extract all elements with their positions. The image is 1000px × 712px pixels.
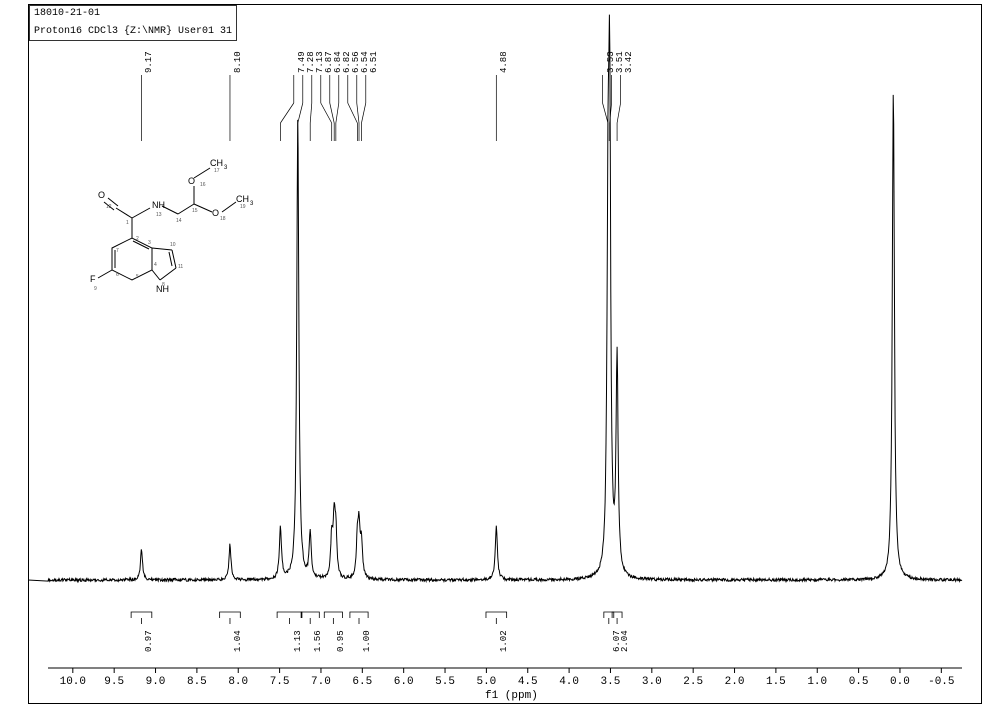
x-tick-label: 1.5 xyxy=(766,676,786,688)
x-tick-label: 7.5 xyxy=(270,676,290,688)
peak-ppm-label: 4.88 xyxy=(499,51,509,73)
peak-ppm-label: 6.51 xyxy=(369,51,379,73)
x-tick-label: 1.0 xyxy=(807,676,827,688)
peak-ppm-label: 9.17 xyxy=(144,51,154,73)
peak-ppm-label: 8.10 xyxy=(233,51,243,73)
x-tick-label: 4.0 xyxy=(559,676,579,688)
x-tick-label: 6.5 xyxy=(352,676,372,688)
integral-value: 1.04 xyxy=(233,630,243,652)
x-tick-label: -0.5 xyxy=(928,676,954,688)
x-tick-label: 2.0 xyxy=(725,676,745,688)
x-tick-label: 0.0 xyxy=(890,676,910,688)
x-tick-label: 10.0 xyxy=(60,676,86,688)
x-tick-label: 6.0 xyxy=(394,676,414,688)
nmr-spectrum xyxy=(28,0,982,712)
x-tick-label: 7.0 xyxy=(311,676,331,688)
integral-value: 1.00 xyxy=(362,630,372,652)
integral-value: 1.02 xyxy=(499,630,509,652)
integral-value: 1.56 xyxy=(313,630,323,652)
x-axis-title: f1 (ppm) xyxy=(485,690,538,702)
x-tick-label: 8.0 xyxy=(228,676,248,688)
integral-value: 2.04 xyxy=(620,630,630,652)
x-tick-label: 8.5 xyxy=(187,676,207,688)
integral-value: 1.13 xyxy=(293,630,303,652)
x-tick-label: 2.5 xyxy=(683,676,703,688)
peak-ppm-label: 3.42 xyxy=(624,51,634,73)
x-tick-label: 0.5 xyxy=(849,676,869,688)
x-tick-label: 3.0 xyxy=(642,676,662,688)
x-tick-label: 4.5 xyxy=(518,676,538,688)
x-tick-label: 5.5 xyxy=(435,676,455,688)
x-tick-label: 5.0 xyxy=(476,676,496,688)
integral-value: 0.97 xyxy=(144,630,154,652)
x-tick-label: 3.5 xyxy=(601,676,621,688)
x-tick-label: 9.5 xyxy=(104,676,124,688)
integral-value: 0.95 xyxy=(336,630,346,652)
x-tick-label: 9.0 xyxy=(146,676,166,688)
